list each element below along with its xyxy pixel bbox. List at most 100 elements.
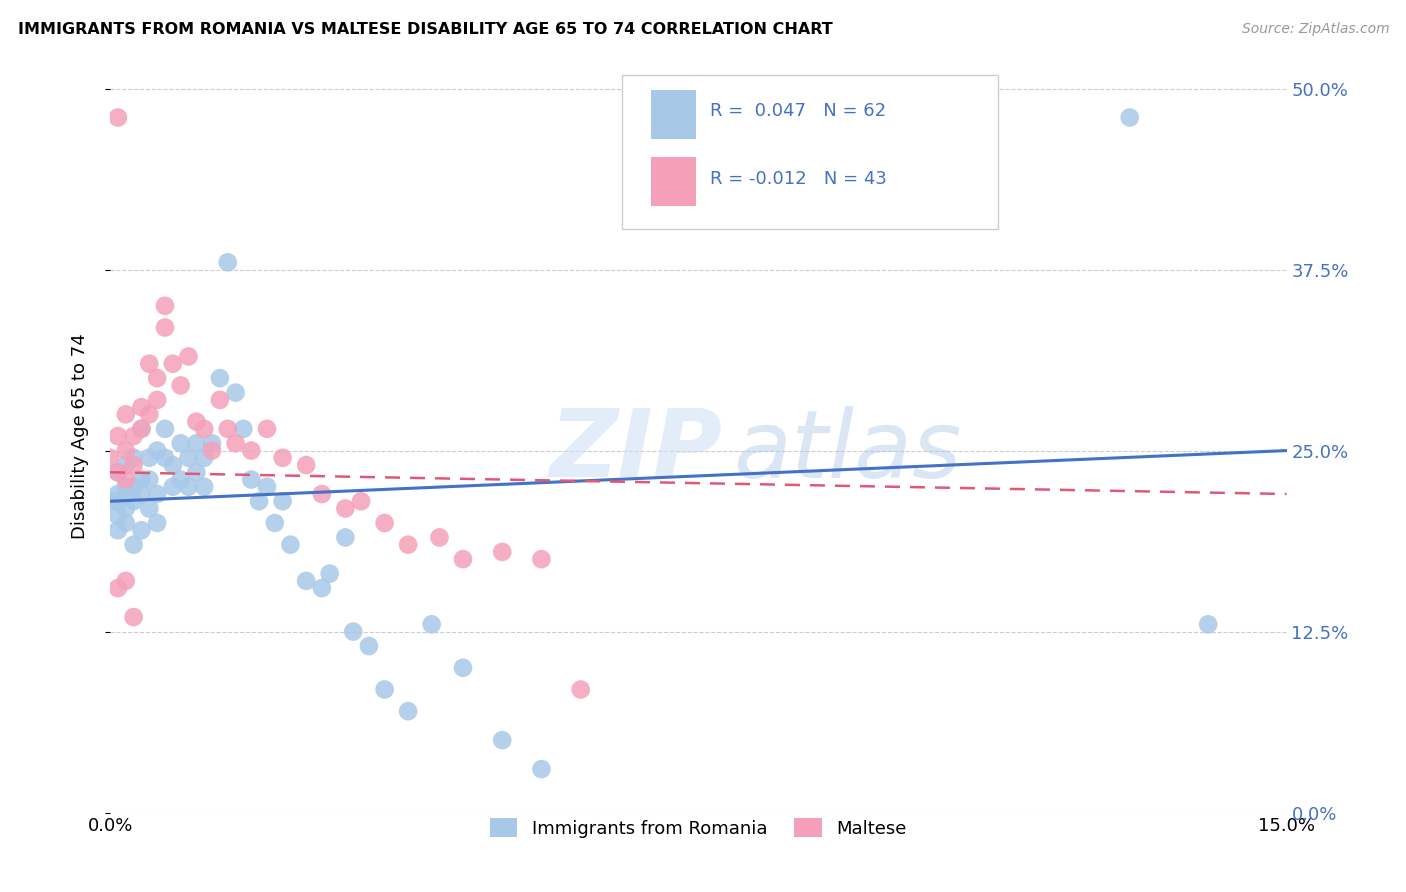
Point (162, 480, 184, 494)
Point (217, 255, 239, 269)
Point (107, 111, 129, 125)
FancyBboxPatch shape (651, 158, 696, 206)
Point (107, 465, 129, 479)
Point (98, 450, 121, 465)
Point (122, 610, 145, 624)
Point (131, 422, 153, 436)
Text: atlas: atlas (734, 406, 962, 497)
Point (122, 429, 145, 443)
Point (138, 408, 160, 422)
Text: ZIP: ZIP (548, 405, 721, 497)
Point (208, 392, 231, 407)
Point (193, 480, 215, 494)
Point (122, 480, 145, 494)
Point (138, 357, 160, 371)
Point (122, 450, 145, 465)
Point (138, 473, 160, 487)
Point (240, 443, 263, 458)
Point (114, 443, 136, 458)
Point (186, 415, 208, 429)
Point (1118, 111, 1140, 125)
Point (169, 436, 191, 450)
Point (271, 494, 294, 508)
Point (295, 458, 318, 472)
Point (153, 422, 176, 436)
Point (153, 450, 176, 465)
Point (114, 480, 136, 494)
Point (153, 320, 176, 334)
Point (146, 443, 169, 458)
Point (335, 501, 357, 516)
Point (1197, 617, 1219, 632)
Point (162, 357, 184, 371)
Point (107, 581, 129, 595)
Point (114, 516, 136, 530)
Point (138, 450, 160, 465)
Point (420, 617, 443, 632)
Point (530, 762, 553, 776)
Point (177, 350, 200, 364)
Point (335, 531, 357, 545)
Point (186, 436, 208, 450)
Point (131, 473, 153, 487)
Point (114, 501, 136, 516)
Point (193, 450, 215, 465)
Point (186, 465, 208, 479)
Point (193, 422, 215, 436)
Point (256, 422, 278, 436)
Point (201, 443, 224, 458)
Y-axis label: Disability Age 65 to 74: Disability Age 65 to 74 (72, 334, 89, 539)
Point (451, 661, 474, 675)
Point (311, 581, 333, 595)
Point (114, 458, 136, 472)
Point (396, 704, 419, 718)
Point (131, 422, 153, 436)
Point (114, 574, 136, 588)
Point (318, 566, 340, 581)
Point (357, 639, 380, 653)
Point (177, 450, 200, 465)
Point (107, 494, 129, 508)
Point (107, 523, 129, 537)
Point (146, 487, 169, 501)
Point (280, 538, 302, 552)
Point (350, 494, 373, 508)
Point (131, 487, 153, 501)
Point (429, 531, 451, 545)
Point (122, 494, 145, 508)
Point (491, 733, 513, 747)
FancyBboxPatch shape (621, 75, 998, 229)
Point (374, 516, 396, 530)
Text: R =  0.047   N = 62: R = 0.047 N = 62 (710, 102, 886, 120)
Point (396, 538, 419, 552)
Point (122, 458, 145, 472)
Point (225, 385, 247, 400)
Text: IMMIGRANTS FROM ROMANIA VS MALTESE DISABILITY AGE 65 TO 74 CORRELATION CHART: IMMIGRANTS FROM ROMANIA VS MALTESE DISAB… (18, 22, 832, 37)
Point (342, 624, 364, 639)
Point (162, 458, 184, 472)
Point (271, 450, 294, 465)
Point (263, 516, 285, 530)
Text: R = -0.012   N = 43: R = -0.012 N = 43 (710, 169, 887, 187)
Point (131, 523, 153, 537)
Point (146, 392, 169, 407)
Point (153, 299, 176, 313)
Point (208, 371, 231, 385)
Point (107, 429, 129, 443)
Point (114, 408, 136, 422)
Text: Source: ZipAtlas.com: Source: ZipAtlas.com (1241, 22, 1389, 37)
Point (295, 574, 318, 588)
Point (451, 552, 474, 566)
Point (374, 682, 396, 697)
Point (169, 473, 191, 487)
Point (138, 501, 160, 516)
Point (131, 400, 153, 414)
Point (107, 487, 129, 501)
Point (114, 473, 136, 487)
Point (569, 682, 592, 697)
Point (122, 538, 145, 552)
Point (311, 487, 333, 501)
Point (169, 378, 191, 392)
Point (98, 494, 121, 508)
Point (146, 371, 169, 385)
